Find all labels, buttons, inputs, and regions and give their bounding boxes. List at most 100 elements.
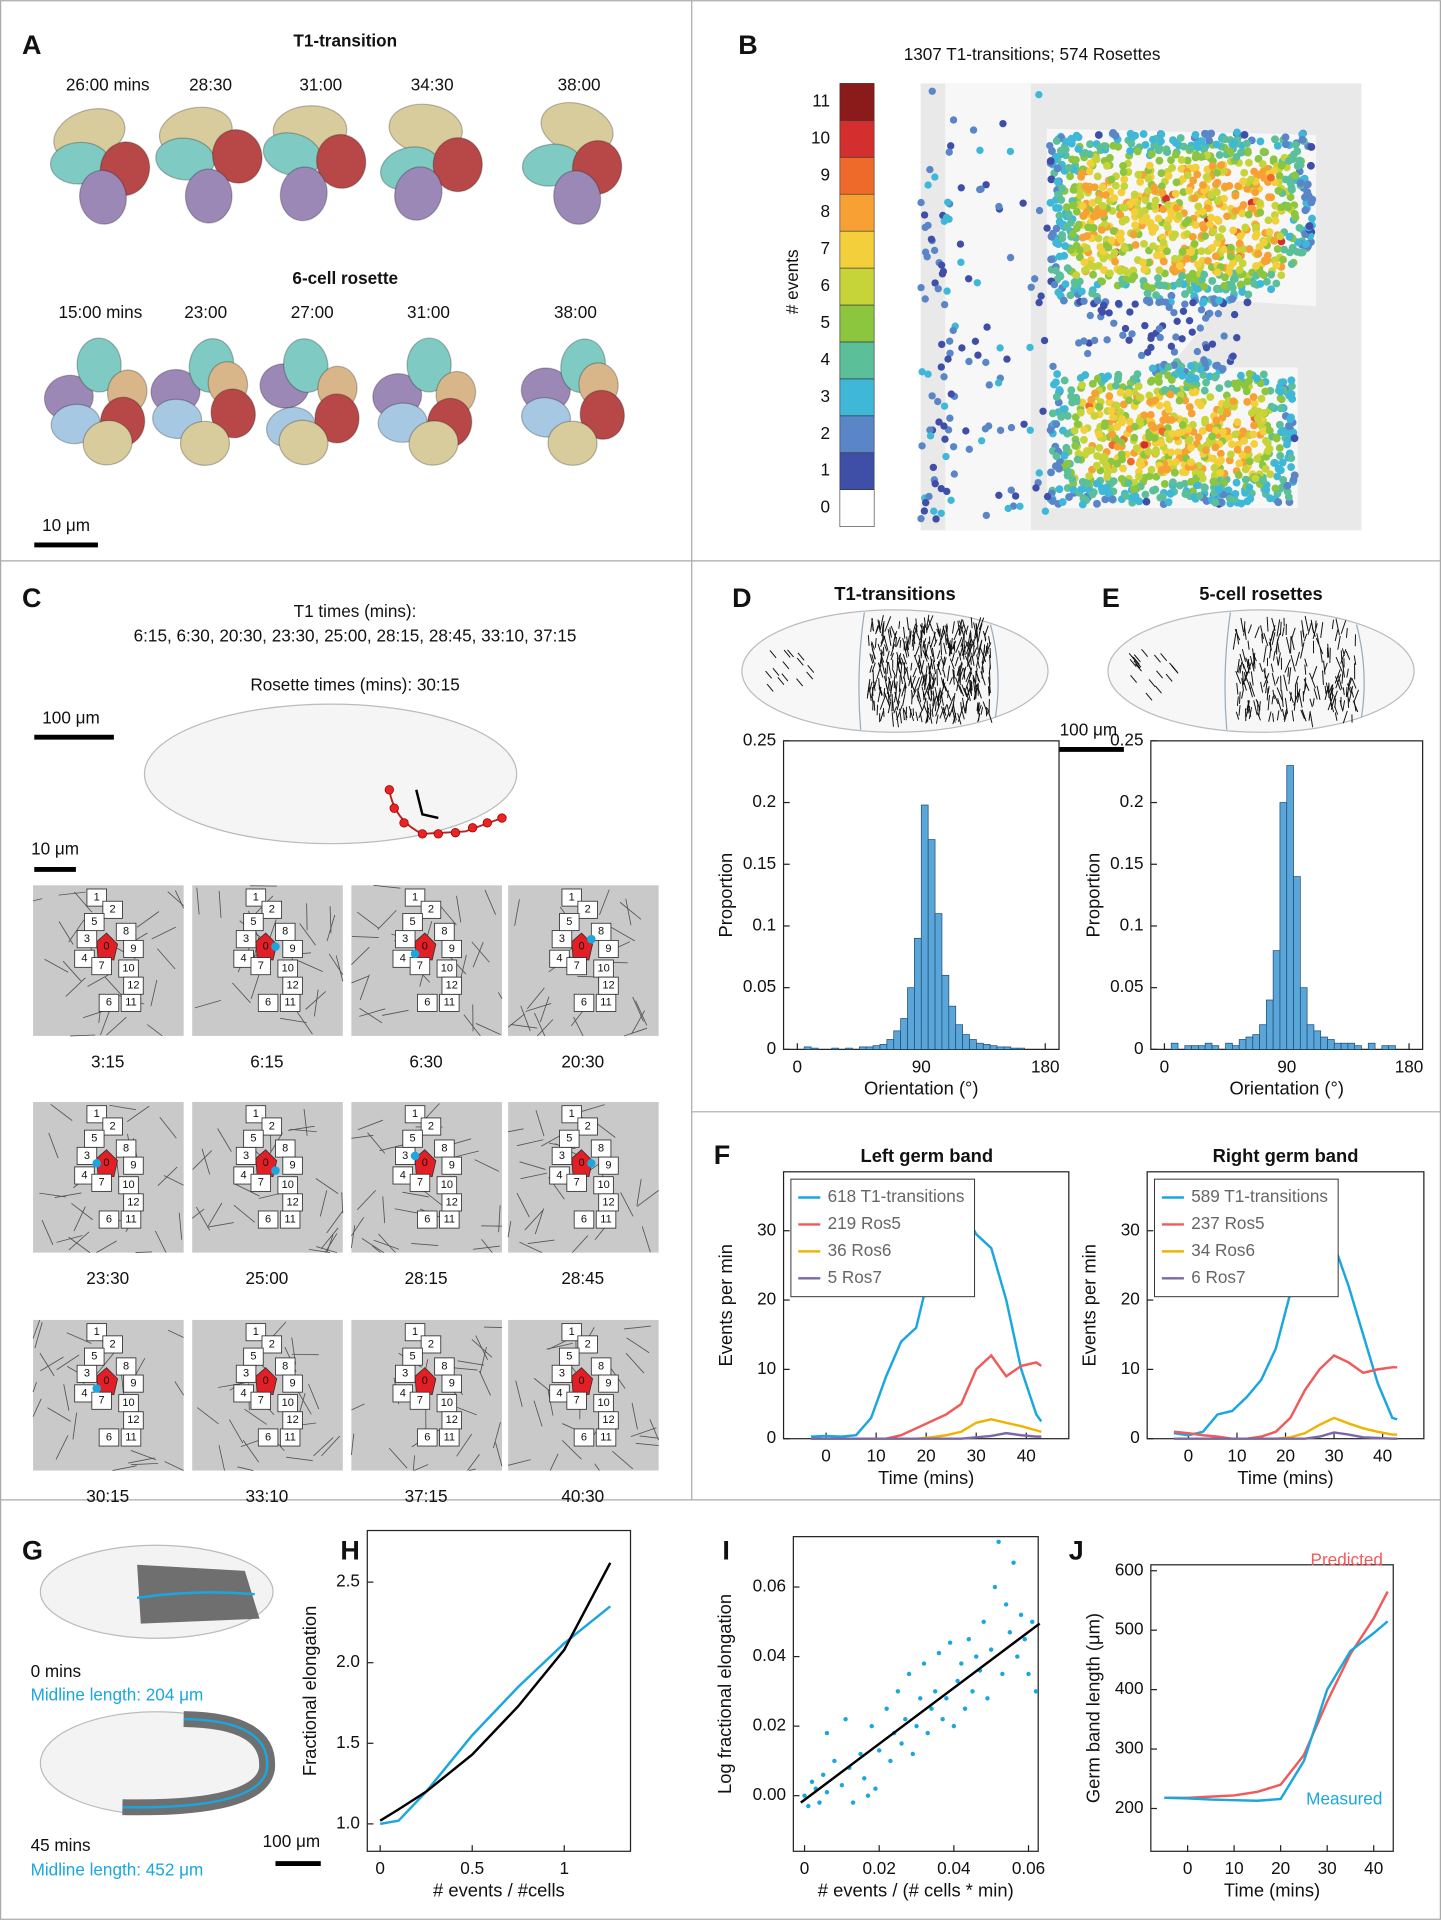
colorbar-tick-label: 1: [821, 460, 831, 480]
x-tick-label: 180: [1031, 1056, 1060, 1076]
scatter-point: [817, 1800, 822, 1805]
event-orientation: [949, 658, 955, 670]
cell-edge: [359, 974, 370, 1001]
event-cell: [920, 507, 929, 515]
scatter-point: [1000, 1671, 1005, 1677]
y-tick-label: 0.04: [753, 1645, 787, 1665]
event-cell: [1185, 375, 1193, 384]
event-cell: [982, 181, 990, 189]
x-tick-label: 0: [821, 1446, 831, 1466]
x-axis-label: Orientation (°): [1229, 1078, 1343, 1099]
event-orientation: [913, 677, 920, 693]
event-cell: [1220, 194, 1228, 203]
event-cell: [1090, 183, 1099, 192]
colorbar-cell: [839, 489, 875, 527]
cell-edge: [520, 1172, 548, 1180]
event-orientation: [945, 625, 950, 642]
cell-id: 4: [556, 1169, 562, 1181]
cell-id: 5: [566, 916, 572, 928]
event-orientation: [920, 669, 927, 685]
event-cell: [1255, 242, 1264, 251]
event-orientation: [1342, 687, 1345, 696]
event-cell: [1184, 437, 1193, 445]
event-cell: [1250, 406, 1259, 415]
cell-id: 12: [602, 1414, 614, 1426]
cell-edge: [631, 1402, 638, 1430]
event-cell: [1178, 421, 1187, 430]
event-cell: [1220, 332, 1228, 340]
x-axis-label: # events / (# cells * min): [818, 1880, 1014, 1901]
cell-edge: [196, 887, 200, 915]
event-orientation: [896, 651, 899, 660]
event-cell: [1144, 258, 1153, 267]
cell-id: 0: [103, 940, 109, 952]
event-cell: [922, 499, 930, 507]
event-orientation: [1276, 640, 1280, 653]
frame-label: 6:15: [250, 1051, 283, 1071]
event-cell: [1191, 153, 1200, 162]
cell-id: 2: [269, 904, 275, 916]
event-cell: [1007, 423, 1016, 432]
hist-bar: [962, 1034, 970, 1050]
event-cell: [1046, 141, 1054, 150]
event-cell: [930, 246, 939, 255]
cell-id: 9: [449, 943, 455, 955]
event-cell: [1281, 140, 1290, 149]
cell-edge: [135, 1251, 152, 1254]
event-cell: [1190, 194, 1199, 203]
cell-edge: [539, 996, 550, 1023]
event-cell: [1278, 458, 1287, 467]
event-cell: [1175, 396, 1184, 405]
event-cell: [1204, 256, 1212, 265]
trajectory-point: [399, 818, 409, 828]
event-orientation: [1346, 692, 1350, 701]
hist-bar: [1010, 1047, 1019, 1050]
event-orientation: [1265, 681, 1268, 694]
tracked-cell: [566, 1173, 587, 1192]
event-cell: [1251, 188, 1260, 197]
tracked-cell: [598, 1411, 619, 1430]
cell-edge: [44, 958, 69, 973]
cell-edge: [194, 999, 221, 1009]
frame-label: 6:30: [409, 1051, 442, 1071]
event-orientation: [1263, 645, 1267, 663]
cell-id: 0: [263, 1157, 269, 1169]
event-cell: [1217, 498, 1225, 507]
cell-id: 1: [569, 1326, 575, 1338]
event-cell: [1116, 211, 1125, 219]
event-cell: [1258, 160, 1267, 168]
cell-render: [179, 420, 231, 466]
event-orientation: [922, 640, 925, 649]
cell-id: 0: [103, 1375, 109, 1387]
event-cell: [1188, 232, 1197, 241]
time-label: 27:00: [291, 302, 334, 322]
series-line: [1173, 1431, 1398, 1440]
cell-edge: [599, 889, 610, 916]
event-cell: [977, 437, 986, 445]
event-orientation: [1271, 632, 1276, 646]
event-orientation: [1312, 623, 1318, 640]
cell-render: [279, 166, 328, 222]
cell-edge: [524, 1209, 544, 1231]
event-cell: [1055, 217, 1064, 226]
event-cell: [1085, 167, 1094, 176]
cell-edge: [41, 1219, 54, 1245]
tracked-cell: [243, 1347, 264, 1366]
cell-edge: [624, 1027, 648, 1037]
event-cell: [1081, 149, 1090, 157]
event-orientation: [1304, 615, 1309, 632]
scatter-point: [947, 1640, 953, 1645]
event-cell: [1307, 198, 1316, 207]
event-orientation: [1289, 691, 1294, 703]
event-cell: [1049, 362, 1057, 371]
event-orientation: [946, 704, 951, 717]
event-cell: [1213, 284, 1221, 293]
event-cell: [1243, 497, 1252, 506]
event-cell: [1178, 247, 1187, 256]
event-cell: [1047, 255, 1056, 264]
event-cell: [934, 285, 942, 293]
cell-id: 6: [424, 997, 430, 1009]
event-cell: [1197, 153, 1206, 161]
event-orientation: [1249, 655, 1255, 672]
